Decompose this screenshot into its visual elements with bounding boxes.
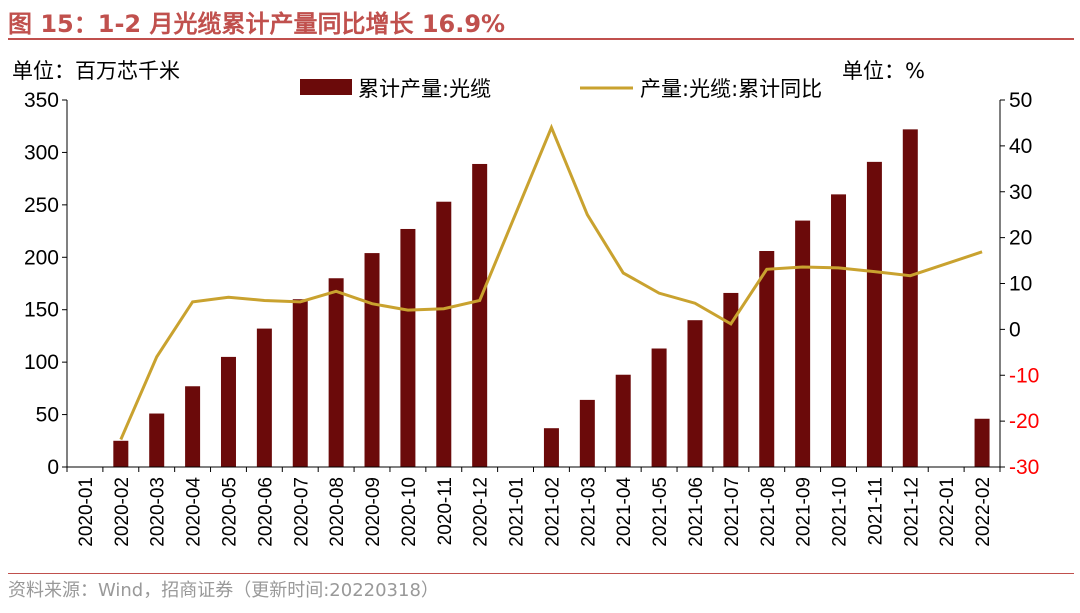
bar	[795, 220, 811, 467]
chart-title: 图 15：1-2 月光缆累计产量同比增长 16.9%	[8, 10, 506, 38]
x-tick-label: 2021-09	[794, 477, 815, 547]
left-tick-label: 200	[24, 246, 59, 269]
x-tick-label: 2021-06	[686, 477, 707, 547]
bar	[579, 399, 595, 467]
x-tick-label: 2020-07	[291, 477, 312, 547]
left-tick-label: 0	[47, 456, 59, 479]
bar	[902, 129, 918, 468]
x-tick-label: 2020-11	[435, 477, 456, 545]
left-tick-label: 350	[24, 89, 59, 112]
bar	[220, 356, 236, 467]
bar	[974, 418, 990, 467]
x-tick-label: 2021-03	[578, 477, 599, 547]
left-tick-label: 50	[36, 404, 59, 427]
footer-divider	[8, 573, 1074, 574]
x-tick-label: 2020-10	[399, 477, 420, 547]
left-tick-label: 300	[24, 141, 59, 164]
chart-svg: 0 50 100 150 200 250 300 350 -30 -20 -10 0 10 20 30 40 5…	[12, 59, 1039, 547]
x-tick-label: 2021-08	[758, 477, 779, 547]
left-tick-label: 150	[24, 299, 59, 322]
right-tick-label: 40	[1009, 135, 1032, 158]
bar	[831, 194, 847, 467]
x-tick-label: 2021-11	[865, 477, 886, 545]
x-tick-label: 2021-02	[542, 477, 563, 547]
x-tick-label: 2021-01	[507, 477, 528, 547]
x-tick-label: 2020-05	[219, 477, 240, 547]
x-tick-label: 2020-06	[255, 477, 276, 547]
right-tick-label: -10	[1009, 364, 1039, 387]
legend-line-label: 产量:光缆:累计同比	[640, 77, 822, 101]
bar	[292, 299, 308, 467]
bar	[185, 386, 201, 467]
right-tick-label: 10	[1009, 273, 1032, 296]
title-divider	[8, 38, 1074, 40]
bar	[436, 201, 452, 467]
bar	[615, 374, 631, 467]
bar	[400, 228, 416, 467]
left-tick-label: 100	[24, 351, 59, 374]
right-tick-label: 20	[1009, 227, 1032, 250]
x-tick-label: 2021-05	[650, 477, 671, 547]
x-tick-label: 2020-03	[148, 477, 169, 547]
right-tick-label: -20	[1009, 410, 1039, 433]
right-tick-label: 0	[1009, 318, 1021, 341]
left-axis-unit: 单位：百万芯千米	[12, 59, 180, 83]
bar	[651, 348, 667, 467]
bar	[149, 413, 165, 467]
source-note: 资料来源：Wind，招商证券（更新时间:20220318）	[8, 580, 439, 601]
x-tick-label: 2021-10	[830, 477, 851, 547]
right-tick-label: -30	[1009, 456, 1039, 479]
legend-bar-label: 累计产量:光缆	[358, 77, 491, 101]
x-tick-label: 2020-12	[471, 477, 492, 547]
bar	[472, 163, 488, 467]
bar	[687, 320, 703, 467]
x-tick-label: 2022-01	[937, 477, 958, 547]
left-tick-label: 250	[24, 194, 59, 217]
x-tick-label: 2021-07	[722, 477, 743, 547]
bar	[866, 161, 882, 467]
x-tick-label: 2020-01	[76, 477, 97, 547]
legend-bar-swatch	[300, 79, 352, 95]
bar	[256, 328, 272, 467]
right-axis-unit: 单位：%	[842, 59, 925, 83]
bar	[113, 440, 129, 467]
yoy-growth-line	[119, 123, 983, 441]
x-tick-label: 2021-04	[614, 477, 635, 547]
x-tick-label: 2020-02	[112, 477, 133, 547]
x-tick-label: 2022-02	[973, 477, 994, 547]
x-tick-label: 2020-08	[327, 477, 348, 547]
x-tick-label: 2020-04	[184, 477, 205, 547]
bar	[328, 278, 344, 467]
x-tick-label: 2021-12	[901, 477, 922, 547]
bar	[723, 292, 739, 467]
bar	[759, 250, 775, 467]
right-tick-label: 30	[1009, 181, 1032, 204]
x-tick-label: 2020-09	[363, 477, 384, 547]
bar	[543, 428, 559, 467]
right-tick-label: 50	[1009, 89, 1032, 112]
bar	[364, 253, 380, 467]
